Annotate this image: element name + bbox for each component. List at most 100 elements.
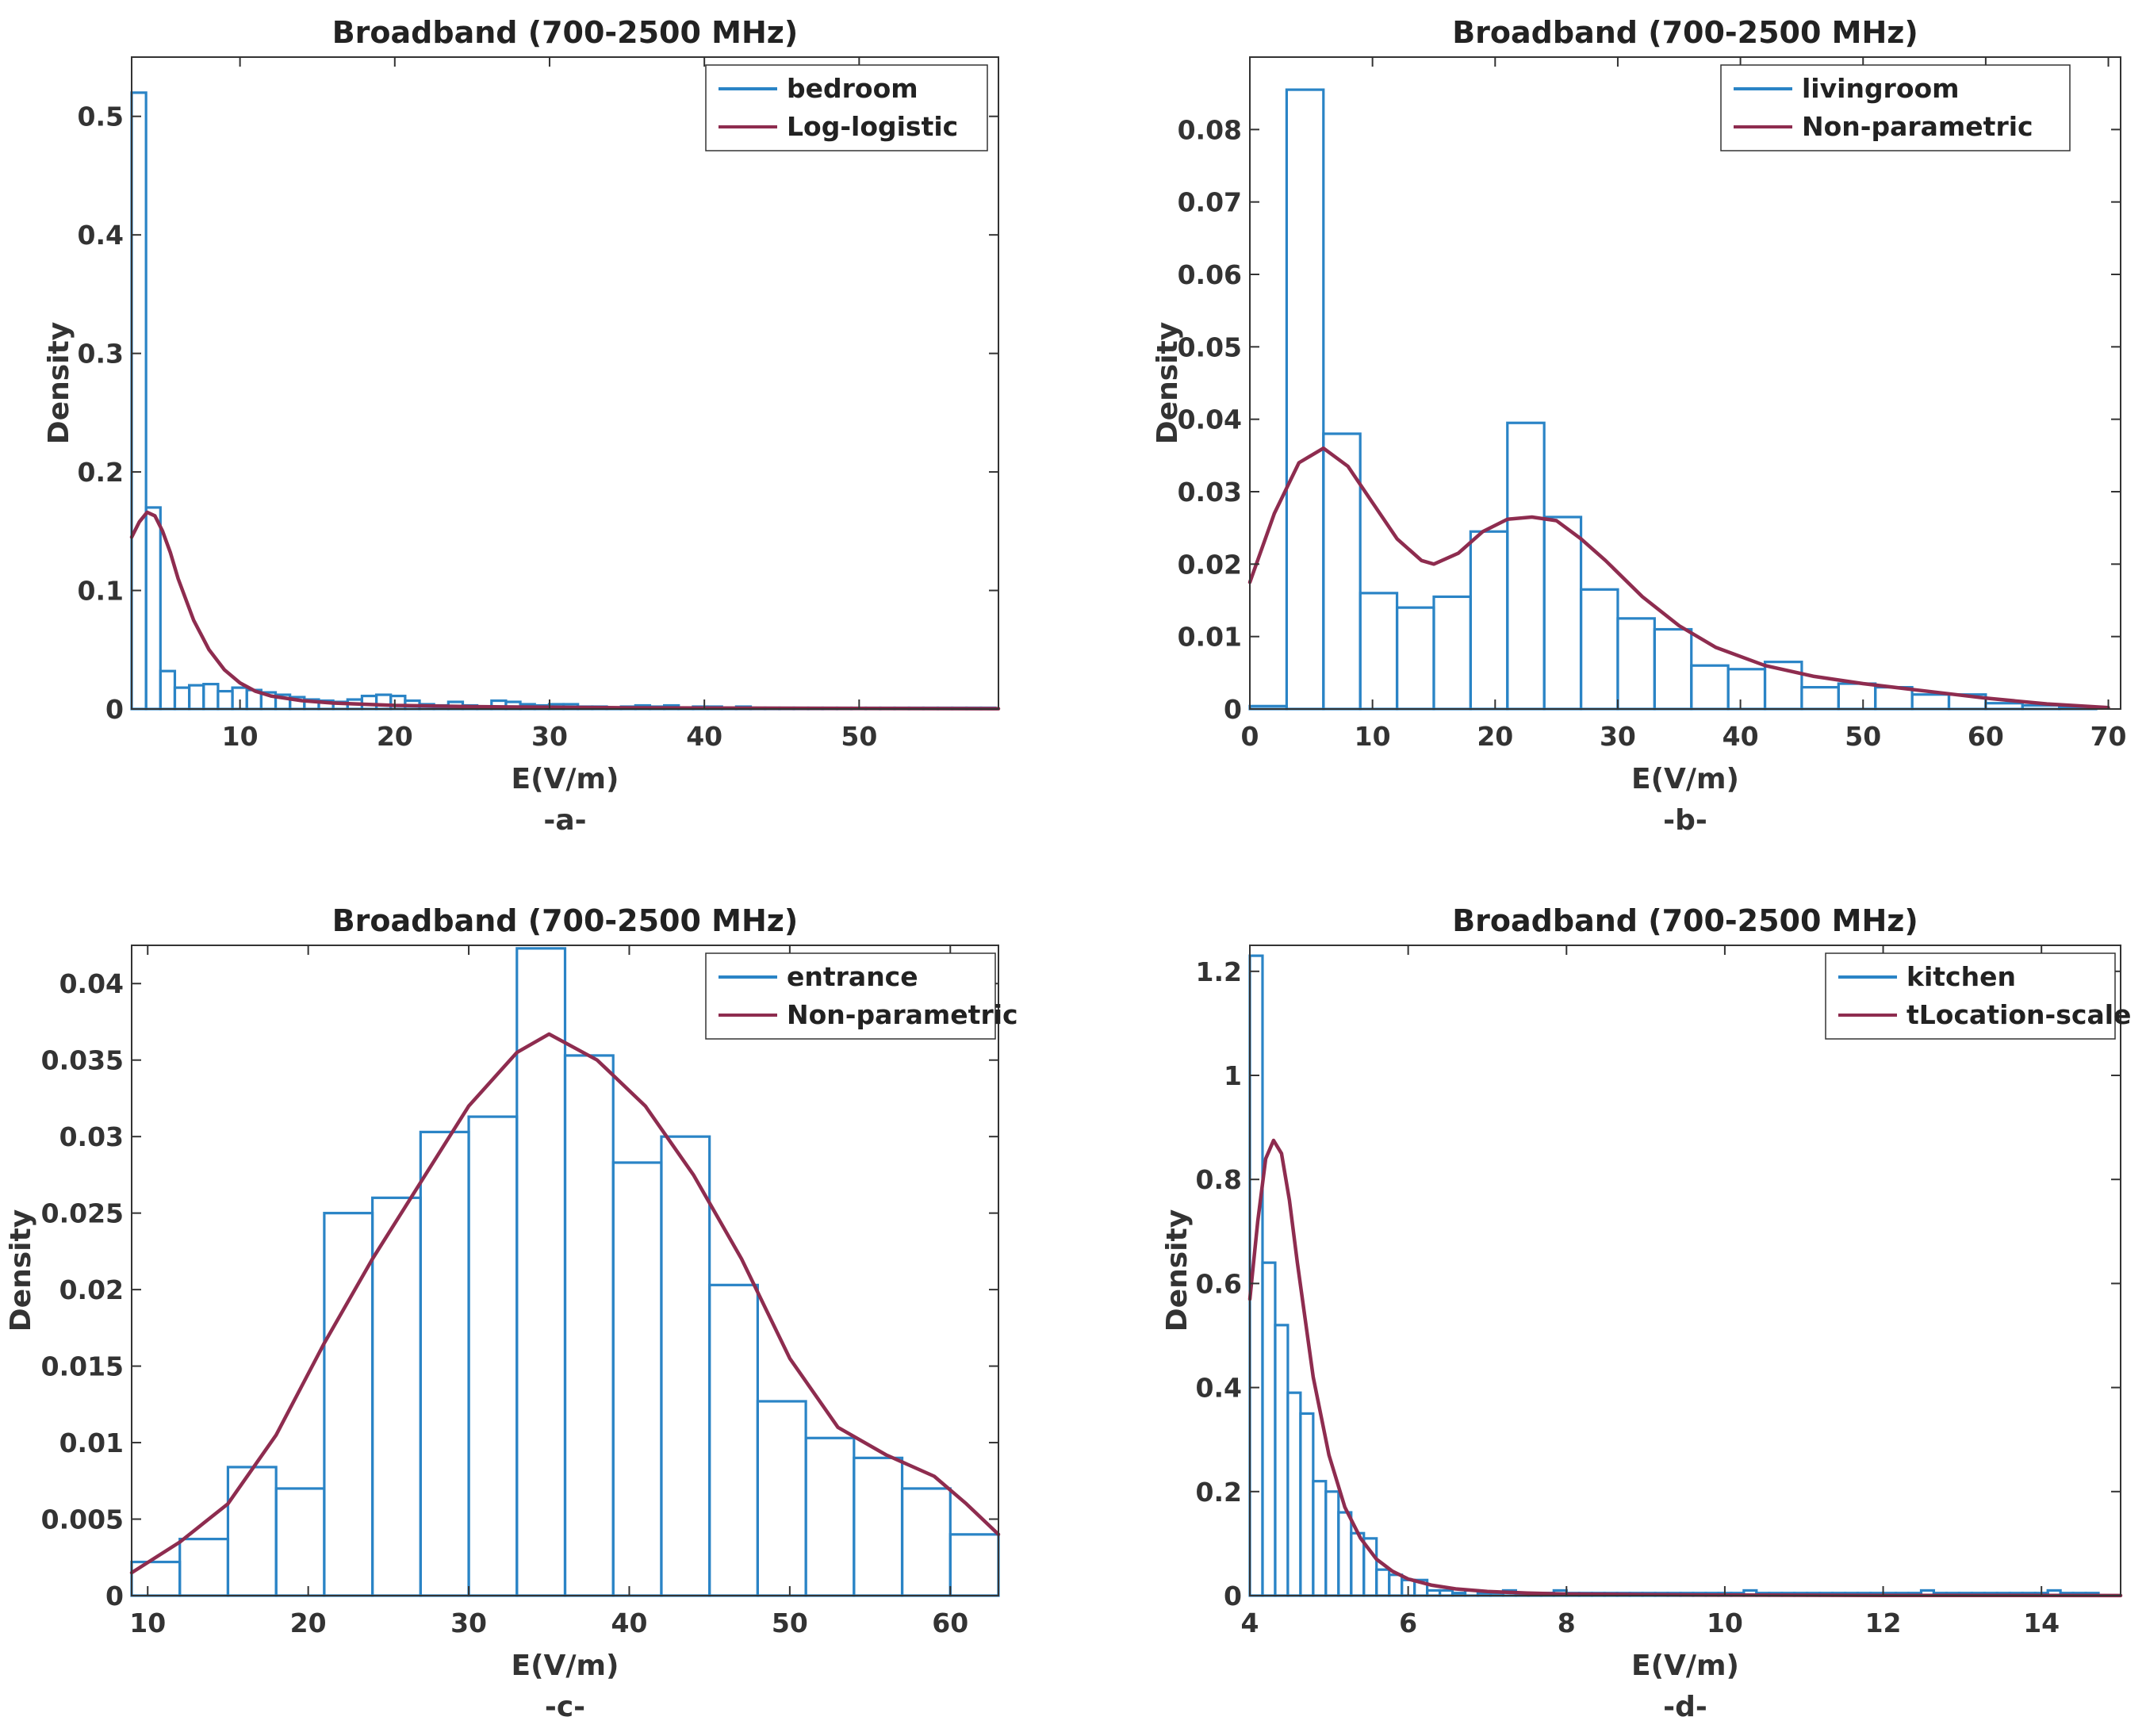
x-tick-label: 20: [290, 1608, 327, 1638]
x-tick-label: 6: [1399, 1608, 1417, 1638]
legend-box: [705, 64, 988, 151]
x-tick-label: 50: [841, 721, 877, 752]
histogram-bar: [467, 1115, 519, 1597]
y-tick-label: 0.04: [59, 968, 124, 999]
histogram-bar: [1299, 1412, 1315, 1597]
legend-box: [1825, 952, 2116, 1040]
axes-box: [1249, 945, 2121, 1596]
y-tick-label: 0.3: [78, 339, 124, 370]
histogram-bar: [1395, 606, 1435, 711]
y-tick-label: 0: [105, 694, 124, 725]
x-tick-label: 60: [932, 1608, 968, 1638]
y-tick-label: 0.01: [1178, 622, 1242, 653]
fit-curve: [1247, 1138, 2123, 1598]
histogram-bar: [1542, 515, 1583, 711]
legend-entry: entrance: [787, 961, 918, 992]
histogram-bar: [130, 91, 148, 711]
histogram-bar: [173, 686, 191, 711]
legend-box: [1720, 64, 2071, 151]
histogram-bar: [226, 1466, 278, 1597]
x-tick-label: 50: [1845, 721, 1881, 752]
fit-curve: [129, 510, 1001, 711]
histogram-bar: [708, 1283, 759, 1597]
histogram-bar: [1337, 1511, 1353, 1597]
y-tick-label: 1: [1224, 1060, 1242, 1091]
legend: bedroom Log-logistic: [705, 64, 988, 151]
x-tick-label: 0: [1241, 721, 1259, 752]
axes-box: [131, 56, 999, 710]
y-tick-label: 0.025: [41, 1198, 124, 1229]
legend-entry: kitchen: [1906, 961, 2016, 992]
y-tick-label: 0.2: [78, 457, 124, 488]
x-tick-label: 4: [1241, 1608, 1259, 1638]
x-tick-label: 20: [377, 721, 413, 752]
fit-curve: [129, 1032, 1001, 1575]
histogram-bar: [1274, 1324, 1290, 1597]
y-tick-label: 0.02: [1178, 549, 1242, 580]
y-tick-label: 0.5: [78, 102, 124, 132]
legend-entry: Non-parametric: [787, 999, 1018, 1030]
histogram-bar: [1653, 627, 1693, 711]
histogram-bar: [1690, 664, 1730, 711]
histogram-bar: [1984, 702, 2024, 711]
histogram-bar: [1358, 592, 1399, 711]
chart-title: Broadband (700-2500 MHz): [1452, 903, 1918, 938]
histogram-bar: [804, 1436, 856, 1597]
histogram-bar: [611, 1161, 663, 1597]
chart-title: Broadband (700-2500 MHz): [332, 15, 799, 50]
subplot-d: Broadband (700-2500 MHz) 4 6 8 10 12 14 0 0.2 0.4…: [1161, 903, 2131, 1723]
y-axis-label: Density: [43, 322, 75, 444]
x-tick-label: 40: [1723, 721, 1759, 752]
histogram-bar: [515, 947, 567, 1597]
histogram-bar: [1285, 88, 1325, 711]
y-tick-label: 0.06: [1178, 259, 1242, 290]
histogram-bar: [202, 683, 220, 711]
histogram-bar: [1375, 1568, 1391, 1597]
x-tick-label: 60: [1968, 721, 2004, 752]
histogram-bar: [1261, 1261, 1277, 1597]
y-tick-label: 0: [105, 1581, 124, 1611]
fit-curve: [1247, 446, 2110, 710]
x-tick-label: 40: [686, 721, 722, 752]
subfigure-caption: -b-: [1663, 804, 1707, 837]
legend: entrance Non-parametric: [705, 952, 1018, 1040]
histogram-bar: [419, 1130, 470, 1597]
axes-box: [1249, 56, 2121, 710]
histogram-bar: [144, 506, 162, 711]
histogram-bar: [1837, 682, 1877, 711]
y-tick-label: 0.1: [78, 576, 124, 607]
y-tick-label: 1.2: [1196, 956, 1242, 987]
x-axis-label: E(V/m): [1631, 1650, 1739, 1682]
chart-title: Broadband (700-2500 MHz): [332, 903, 799, 938]
legend-entry: tLocation-scale: [1906, 999, 2131, 1030]
histogram-bar: [1324, 1490, 1340, 1597]
histogram-bar: [178, 1538, 230, 1597]
y-tick-label: 0.015: [41, 1351, 124, 1382]
x-tick-label: 30: [531, 721, 568, 752]
histogram-bar: [217, 689, 234, 711]
subfigure-caption: -a-: [543, 804, 586, 837]
histogram-bars: [130, 947, 1000, 1597]
x-tick-label: 20: [1477, 721, 1513, 752]
x-tick-label: 30: [450, 1608, 487, 1638]
y-tick-label: 0.6: [1196, 1268, 1242, 1299]
x-tick-label: 12: [1865, 1608, 1902, 1638]
histogram-bar: [1286, 1391, 1302, 1597]
chart-title: Broadband (700-2500 MHz): [1452, 15, 1918, 50]
y-tick-label: 0.8: [1196, 1164, 1242, 1195]
y-tick-label: 0.03: [1178, 477, 1242, 508]
x-axis-label: E(V/m): [511, 1650, 619, 1682]
y-axis-label: Density: [5, 1209, 37, 1332]
x-tick-label: 70: [2090, 721, 2127, 752]
legend: livingroom Non-parametric: [1720, 64, 2071, 151]
histogram-bar: [1312, 1480, 1328, 1597]
histogram-bar: [948, 1533, 1000, 1597]
histogram-bar: [1469, 530, 1509, 711]
x-tick-label: 10: [222, 721, 259, 752]
legend: kitchen tLocation-scale: [1825, 952, 2131, 1040]
legend-entry: Log-logistic: [787, 111, 958, 142]
histogram-bar: [1910, 693, 1951, 711]
legend-entry: bedroom: [787, 73, 918, 104]
x-tick-label: 8: [1558, 1608, 1576, 1638]
subplot-b: Broadband (700-2500 MHz) 0 10 20 30 40 50 60 70 0…: [1152, 15, 2127, 837]
